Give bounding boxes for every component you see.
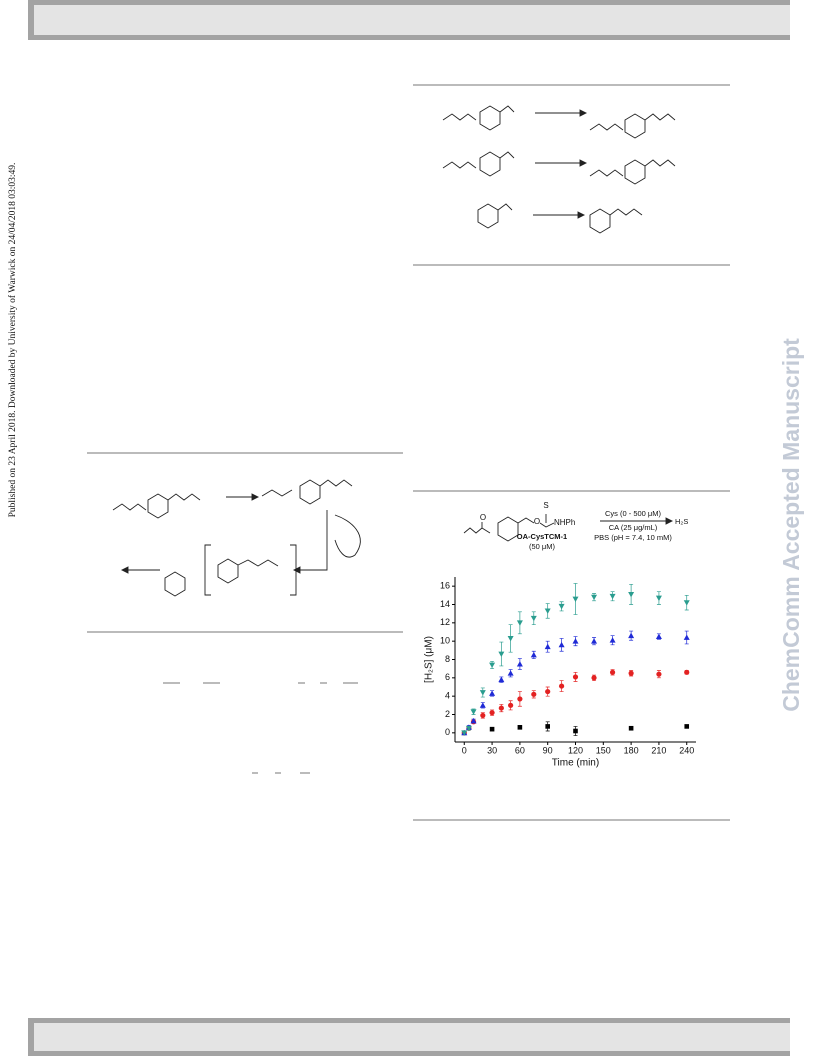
- data-point: [544, 608, 551, 614]
- data-point: [628, 592, 635, 598]
- x-tick-label: 60: [515, 745, 525, 755]
- data-point: [531, 691, 537, 697]
- header-inner: [34, 5, 790, 35]
- data-point: [498, 705, 504, 711]
- data-point: [684, 669, 690, 675]
- sidebar-left: Published on 23 April 2018. Downloaded b…: [7, 163, 18, 518]
- y-axis-label: [H₂S] (μM): [424, 636, 435, 683]
- data-point: [508, 702, 514, 708]
- data-point: [558, 641, 565, 648]
- atom-label: O: [480, 513, 486, 522]
- data-point: [572, 596, 579, 602]
- data-point: [683, 634, 690, 640]
- y-tick-label: 0: [445, 727, 450, 737]
- data-point: [479, 702, 486, 708]
- data-point: [684, 724, 690, 729]
- atom-label: O: [534, 517, 540, 526]
- data-point: [489, 726, 495, 732]
- data-point: [558, 683, 565, 689]
- scheme-labels: S O O NHPh OA-CysTCM-1 (50 μM) Cys (0 - …: [480, 501, 688, 551]
- scheme-left: [112, 479, 361, 597]
- condition: PBS (pH = 7.4, 10 mM): [594, 533, 672, 542]
- data-point: [470, 717, 477, 724]
- x-tick-label: 120: [568, 745, 583, 755]
- compound-name: OA-CysTCM-1: [517, 532, 567, 541]
- x-tick-label: 240: [679, 745, 694, 755]
- data-point: [609, 637, 616, 643]
- data-point: [517, 696, 523, 702]
- data-point: [591, 638, 598, 644]
- data-point: [489, 690, 496, 696]
- data-point: [609, 669, 616, 675]
- data-point: [656, 671, 662, 677]
- data-point: [558, 603, 565, 610]
- data-point: [591, 594, 598, 601]
- y-tick-label: 12: [440, 617, 450, 627]
- rules: [87, 84, 730, 821]
- data-point: [545, 688, 551, 695]
- data-point: [545, 724, 550, 729]
- product: H₂S: [675, 517, 688, 526]
- data-point: [489, 662, 496, 668]
- data-point: [470, 709, 477, 715]
- x-tick-label: 90: [543, 745, 553, 755]
- data-point: [498, 651, 505, 657]
- x-tick-label: 210: [651, 745, 666, 755]
- y-tick-label: 8: [445, 654, 450, 664]
- footer-inner: [34, 1023, 790, 1051]
- data-point: [628, 632, 635, 639]
- atom-label: S: [543, 501, 548, 510]
- data-point: [516, 620, 523, 626]
- data-point: [573, 728, 578, 734]
- x-axis-label: Time (min): [552, 758, 599, 769]
- data-point: [507, 636, 514, 642]
- data-point: [683, 600, 690, 606]
- data-point: [544, 643, 551, 650]
- data-point: [628, 725, 634, 731]
- x-tick-label: 30: [487, 745, 497, 755]
- data-point: [530, 651, 537, 658]
- scheme-top-right: [442, 105, 676, 234]
- data-point: [461, 730, 468, 736]
- data-point: [628, 670, 634, 676]
- sidebar-right: ChemComm Accepted Manuscript: [778, 338, 804, 712]
- data-point: [480, 712, 486, 719]
- data-point: [507, 670, 514, 676]
- data-point: [655, 633, 662, 639]
- y-tick-label: 10: [440, 636, 450, 646]
- y-tick-label: 6: [445, 672, 450, 682]
- data-point: [572, 674, 579, 680]
- data-point: [489, 710, 495, 716]
- data-point: [572, 638, 579, 644]
- chart: 0 30 60 90 120 150 180 210 240 0 2 4 6 8 10 12 14 16 Time …: [424, 577, 696, 769]
- data-point: [498, 676, 505, 683]
- data-point: [609, 593, 616, 600]
- data-point: [530, 615, 537, 622]
- x-tick-label: 0: [462, 745, 467, 755]
- condition: CA (25 μg/mL): [609, 523, 658, 532]
- x-tick-label: 150: [596, 745, 611, 755]
- y-tick-label: 4: [445, 691, 450, 701]
- data-point: [465, 725, 472, 732]
- data-point: [591, 675, 597, 681]
- condition: Cys (0 - 500 μM): [605, 509, 661, 518]
- x-tick-label: 180: [624, 745, 639, 755]
- data-point: [655, 595, 662, 602]
- y-tick-label: 2: [445, 709, 450, 719]
- scheme-figure: [463, 514, 674, 542]
- compound-conc: (50 μM): [529, 542, 555, 551]
- data-point: [479, 690, 486, 696]
- data-point: [516, 661, 523, 667]
- y-tick-label: 14: [440, 599, 450, 609]
- y-tick-label: 16: [440, 581, 450, 591]
- atom-label: NHPh: [554, 518, 575, 527]
- data-point: [517, 725, 523, 730]
